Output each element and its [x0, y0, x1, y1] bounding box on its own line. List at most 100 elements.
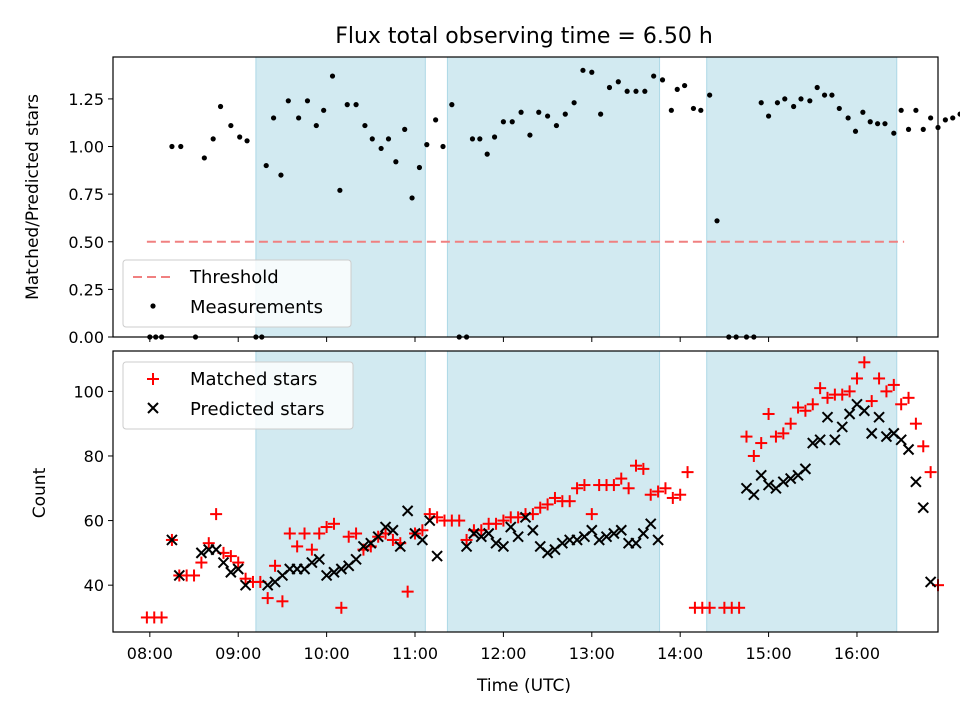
- predicted-stars-point: [784, 472, 797, 485]
- cross-b: [762, 479, 775, 491]
- predicted-stars-point: [777, 476, 790, 488]
- matched-stars-point: [305, 543, 318, 556]
- ratio-panel-legend: Threshold Measurements: [122, 259, 352, 328]
- x-axis-label: Time (UTC): [476, 676, 571, 696]
- measurement-point: [313, 122, 319, 129]
- x-tick-label: 13:00: [569, 644, 615, 663]
- measurement-point: [369, 136, 375, 142]
- y-tick-label: 0.50: [68, 233, 104, 252]
- matched-stars-point: [548, 491, 561, 504]
- cross-b: [534, 540, 546, 553]
- y-tick-label: 1.25: [68, 90, 104, 109]
- matched-stars-point: [799, 404, 812, 417]
- predicted-stars-point: [357, 540, 370, 553]
- predicted-stars-point: [637, 527, 650, 540]
- cross-b: [600, 531, 613, 543]
- measurement-point: [509, 119, 515, 125]
- ratio-panel-ylabel: Matched/Predicted stars: [23, 94, 43, 300]
- cross-b: [431, 550, 443, 562]
- matched-stars-point: [666, 491, 679, 504]
- ratio-panel: 0.00 0.25 0.50 0.75 1.00 1.25 Matched/Predict…: [23, 56, 960, 347]
- matched-stars-point: [792, 401, 805, 414]
- predicted-stars-point: [166, 534, 178, 546]
- cross-b: [608, 527, 620, 540]
- predicted-stars-point: [527, 524, 539, 536]
- predicted-stars-point: [748, 489, 760, 501]
- cross-b: [865, 427, 878, 440]
- observing-window-3: [706, 350, 898, 633]
- cross-b: [335, 563, 348, 575]
- measurement-point: [544, 113, 551, 119]
- matched-stars-point: [283, 527, 296, 540]
- x-tick-label: 14:00: [657, 644, 703, 663]
- measurement-point: [624, 88, 630, 94]
- measurement-point: [698, 107, 704, 113]
- cross-b: [195, 547, 208, 559]
- predicted-stars-point: [880, 430, 893, 443]
- matched-stars-point: [887, 378, 900, 391]
- cross-b: [232, 563, 244, 575]
- observing-window-2: [446, 56, 661, 338]
- observing-window-2: [446, 350, 661, 633]
- ratio-legend-box: [122, 259, 352, 328]
- measurement-point: [337, 187, 343, 193]
- measurement-point: [304, 98, 311, 104]
- predicted-stars-point: [490, 537, 502, 549]
- predicted-stars-point: [173, 569, 186, 582]
- matched-stars-point: [453, 514, 466, 527]
- measurement-point: [424, 142, 430, 148]
- matched-stars-point: [681, 466, 694, 479]
- cross-b: [416, 534, 429, 546]
- observing-window-3: [706, 56, 898, 338]
- x-tick-label: 08:00: [127, 644, 173, 663]
- matched-stars-point: [607, 479, 620, 492]
- y-tick-label: 0.25: [68, 280, 104, 299]
- matched-stars-point: [703, 601, 716, 614]
- predicted-stars-point: [416, 534, 429, 546]
- cross-b: [541, 547, 554, 559]
- matched-stars-point: [850, 372, 863, 385]
- x-tick-label: 09:00: [215, 644, 261, 663]
- measurement-point: [270, 115, 277, 121]
- cross-b: [261, 579, 274, 591]
- matched-stars-point: [637, 462, 650, 475]
- measurement-point: [774, 100, 781, 106]
- matched-stars-series: [140, 356, 944, 624]
- matched-stars-point: [733, 601, 746, 614]
- cross-b: [527, 524, 539, 536]
- predicted-stars-point: [917, 501, 929, 514]
- predicted-stars-point: [519, 511, 532, 524]
- predicted-stars-point: [350, 553, 362, 566]
- measurement-point: [518, 109, 524, 115]
- measurement-point: [642, 88, 648, 94]
- matched-stars-point: [571, 482, 584, 495]
- matched-stars-point: [327, 517, 340, 530]
- matched-stars-point: [563, 495, 576, 508]
- predicted-stars-point: [593, 534, 605, 546]
- measurement-point: [589, 69, 595, 75]
- predicted-stars-point: [225, 566, 237, 578]
- cross-b: [475, 531, 488, 543]
- y-tick-label: 1.00: [68, 138, 104, 157]
- predicted-stars-point: [600, 531, 613, 543]
- measurement-point: [344, 102, 350, 108]
- predicted-stars-point: [630, 537, 642, 549]
- predicted-stars-point: [645, 518, 657, 530]
- measurement-point: [852, 128, 859, 134]
- legend-measurements-label: Measurements: [190, 297, 323, 318]
- predicted-stars-point: [335, 563, 348, 575]
- matched-stars-point: [622, 482, 635, 495]
- cross-b: [409, 527, 421, 540]
- measurement-point: [571, 100, 577, 106]
- predicted-stars-point: [431, 550, 443, 562]
- matched-stars-point: [762, 407, 775, 420]
- matched-stars-point: [269, 559, 282, 572]
- cross-b: [210, 543, 222, 556]
- cross-b: [460, 540, 473, 553]
- x-tick-label: 12:00: [480, 644, 526, 663]
- predicted-stars-point: [755, 469, 767, 482]
- cross-b: [379, 521, 392, 533]
- cross-b: [851, 398, 863, 411]
- count-panel-ticks: 08:00 09:00 10:00 11:00 12:00 13:00 14:00 15:00…: [73, 382, 880, 663]
- measurement-point: [263, 162, 269, 169]
